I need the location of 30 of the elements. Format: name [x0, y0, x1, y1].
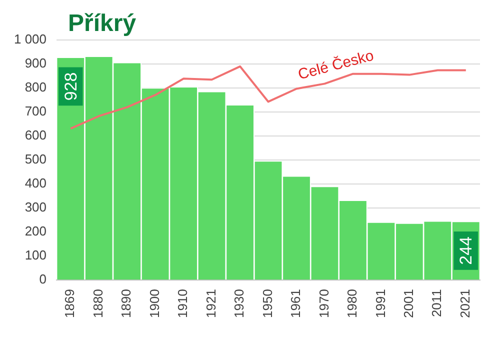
chart-title: Příkrý: [68, 10, 136, 38]
x-tick-label: 1869: [62, 289, 78, 318]
data-label: 928: [61, 72, 80, 101]
y-tick-label: 300: [24, 200, 47, 215]
x-tick-label: 2021: [457, 289, 472, 318]
y-tick-label: 400: [24, 176, 47, 191]
x-tick-label: 1910: [175, 289, 190, 318]
x-tick-label: 1970: [316, 289, 332, 318]
y-tick-label: 100: [24, 248, 47, 263]
y-tick-label: 200: [24, 224, 47, 239]
x-tick-label: 1880: [90, 289, 106, 318]
x-tick-label: 2011: [429, 289, 444, 318]
y-tick-label: 800: [24, 80, 47, 95]
text: Celé Česko: [296, 46, 376, 84]
x-tick-label: 1930: [232, 289, 247, 318]
y-tick-label: 500: [24, 152, 47, 167]
y-tick-label: 600: [24, 128, 47, 143]
x-tick-label: 1980: [344, 289, 360, 318]
x-tick-label: 1991: [372, 289, 388, 318]
y-tick-label: 900: [24, 56, 47, 71]
x-tick-label: 1950: [260, 289, 275, 318]
y-tick-label: 1 000: [14, 32, 47, 47]
x-tick-label: 1890: [118, 289, 134, 318]
y-tick-label: 0: [39, 272, 47, 287]
y-tick-label: 700: [24, 104, 47, 119]
data-label: 244: [456, 236, 476, 265]
x-tick-label: 1921: [203, 289, 218, 318]
x-tick-label: 2001: [401, 289, 416, 318]
x-tick-label: 1961: [288, 289, 304, 318]
x-tick-label: 1900: [146, 289, 162, 318]
